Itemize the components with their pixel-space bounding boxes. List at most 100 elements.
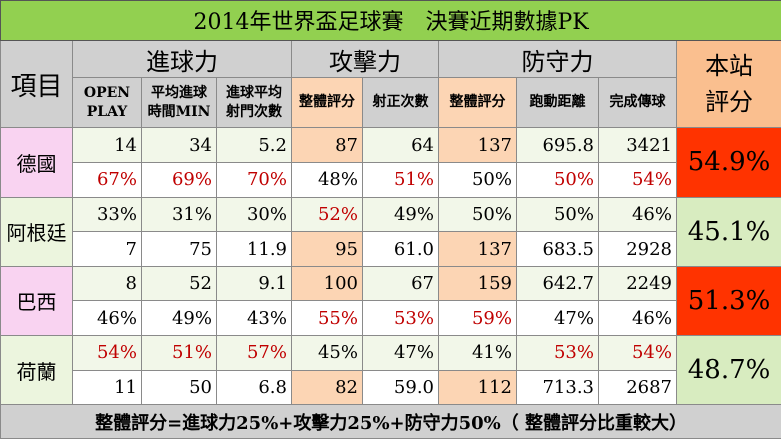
cell: 100 (291, 265, 363, 302)
col-header-line: OPEN (83, 84, 131, 101)
cell: 67% (72, 161, 142, 198)
team-name: 阿根廷 (0, 196, 73, 267)
cell: 64 (362, 127, 439, 163)
cell: 53% (516, 335, 599, 371)
team-name: 巴西 (0, 265, 73, 337)
cell: 95 (291, 231, 363, 267)
cell: 61.0 (362, 231, 439, 267)
item-header: 項目 (0, 39, 73, 129)
table-row: 巴西 8 52 9.1 100 67 159 642.7 2249 51.3% (0, 265, 781, 337)
cell: 50% (438, 161, 517, 198)
table-row: 荷蘭 54% 51% 57% 45% 47% 41% 53% 54% 48.7% (0, 335, 781, 406)
col-header-line: 進球平均 (226, 84, 282, 101)
col-header: 整體評分 (291, 77, 363, 129)
cell: 11 (72, 369, 142, 406)
offense-group-header: 攻擊力 (291, 39, 439, 79)
cell: 7 (72, 231, 142, 267)
cell: 31% (141, 196, 217, 233)
cell: 46% (72, 300, 142, 337)
cell: 6.8 (216, 369, 292, 406)
cell: 54% (598, 161, 677, 198)
cell: 137 (438, 127, 517, 163)
cell: 43% (216, 300, 292, 337)
page-title: 2014年世界盃足球賽 決賽近期數據PK (0, 0, 781, 41)
team-name: 荷蘭 (0, 335, 73, 406)
col-header-line: PLAY (86, 103, 128, 120)
cell: 49% (362, 196, 439, 233)
cell: 59% (438, 300, 517, 337)
cell: 45% (291, 335, 363, 371)
cell: 713.3 (516, 369, 599, 406)
col-header: 平均進球時間MIN (141, 77, 217, 129)
cell: 5.2 (216, 127, 292, 163)
cell: 2928 (598, 231, 677, 267)
cell: 46% (598, 300, 677, 337)
cell: 642.7 (516, 265, 599, 302)
cell: 9.1 (216, 265, 292, 302)
col-header-line: 射門次數 (226, 103, 282, 120)
team-name: 德國 (0, 127, 73, 198)
cell: 82 (291, 369, 363, 406)
team-score: 48.7% (675, 335, 781, 406)
cell: 52 (141, 265, 217, 302)
cell: 54% (598, 335, 677, 371)
cell: 51% (362, 161, 439, 198)
attack-group-header: 進球力 (72, 39, 292, 79)
cell: 55% (291, 300, 363, 337)
col-header: 跑動距離 (516, 77, 599, 129)
cell: 49% (141, 300, 217, 337)
footer-note: 整體評分=進球力25%+攻擊力25%+防守力50%（ 整體評分比重較大） (0, 404, 781, 439)
cell: 34 (141, 127, 217, 163)
cell: 48% (291, 161, 363, 198)
cell: 2249 (598, 265, 677, 302)
cell: 137 (438, 231, 517, 267)
defense-group-header: 防守力 (438, 39, 677, 79)
table-row: 11 50 6.8 82 59.0 112 713.3 2687 (0, 369, 781, 406)
col-header-line: 時間MIN (147, 103, 211, 120)
cell: 30% (216, 196, 292, 233)
cell: 50 (141, 369, 217, 406)
col-header: 完成傳球 (598, 77, 677, 129)
table-row: 46% 49% 43% 55% 53% 59% 47% 46% (0, 300, 781, 337)
col-header: OPEN PLAY (72, 77, 142, 129)
col-header: 進球平均 射門次數 (216, 77, 292, 129)
cell: 50% (516, 161, 599, 198)
cell: 112 (438, 369, 517, 406)
cell: 59.0 (362, 369, 439, 406)
cell: 695.8 (516, 127, 599, 163)
col-header: 整體評分 (438, 77, 517, 129)
cell: 57% (216, 335, 292, 371)
table-row: 7 75 11.9 95 61.0 137 683.5 2928 (0, 231, 781, 267)
cell: 67 (362, 265, 439, 302)
cell: 70% (216, 161, 292, 198)
cell: 69% (141, 161, 217, 198)
cell: 51% (141, 335, 217, 371)
cell: 54% (72, 335, 142, 371)
cell: 683.5 (516, 231, 599, 267)
cell: 2687 (598, 369, 677, 406)
cell: 52% (291, 196, 363, 233)
cell: 50% (516, 196, 599, 233)
score-header-line1: 本站 (705, 52, 754, 81)
cell: 11.9 (216, 231, 292, 267)
table-row: 德國 14 34 5.2 87 64 137 695.8 3421 54.9% (0, 127, 781, 198)
cell: 14 (72, 127, 142, 163)
cell: 75 (141, 231, 217, 267)
cell: 53% (362, 300, 439, 337)
cell: 87 (291, 127, 363, 163)
score-header-line2: 評分 (705, 88, 754, 117)
cell: 159 (438, 265, 517, 302)
table-row: 阿根廷 33% 31% 30% 52% 49% 50% 50% 46% 45.1… (0, 196, 781, 267)
cell: 47% (362, 335, 439, 371)
team-score: 51.3% (675, 265, 781, 337)
cell: 50% (438, 196, 517, 233)
team-score: 45.1% (675, 196, 781, 267)
score-header: 本站 評分 (675, 39, 781, 129)
cell: 41% (438, 335, 517, 371)
team-score: 54.9% (675, 127, 781, 198)
cell: 33% (72, 196, 142, 233)
cell: 3421 (598, 127, 677, 163)
col-header-line: 平均進球 (151, 84, 207, 101)
table-row: 67% 69% 70% 48% 51% 50% 50% 54% (0, 161, 781, 198)
